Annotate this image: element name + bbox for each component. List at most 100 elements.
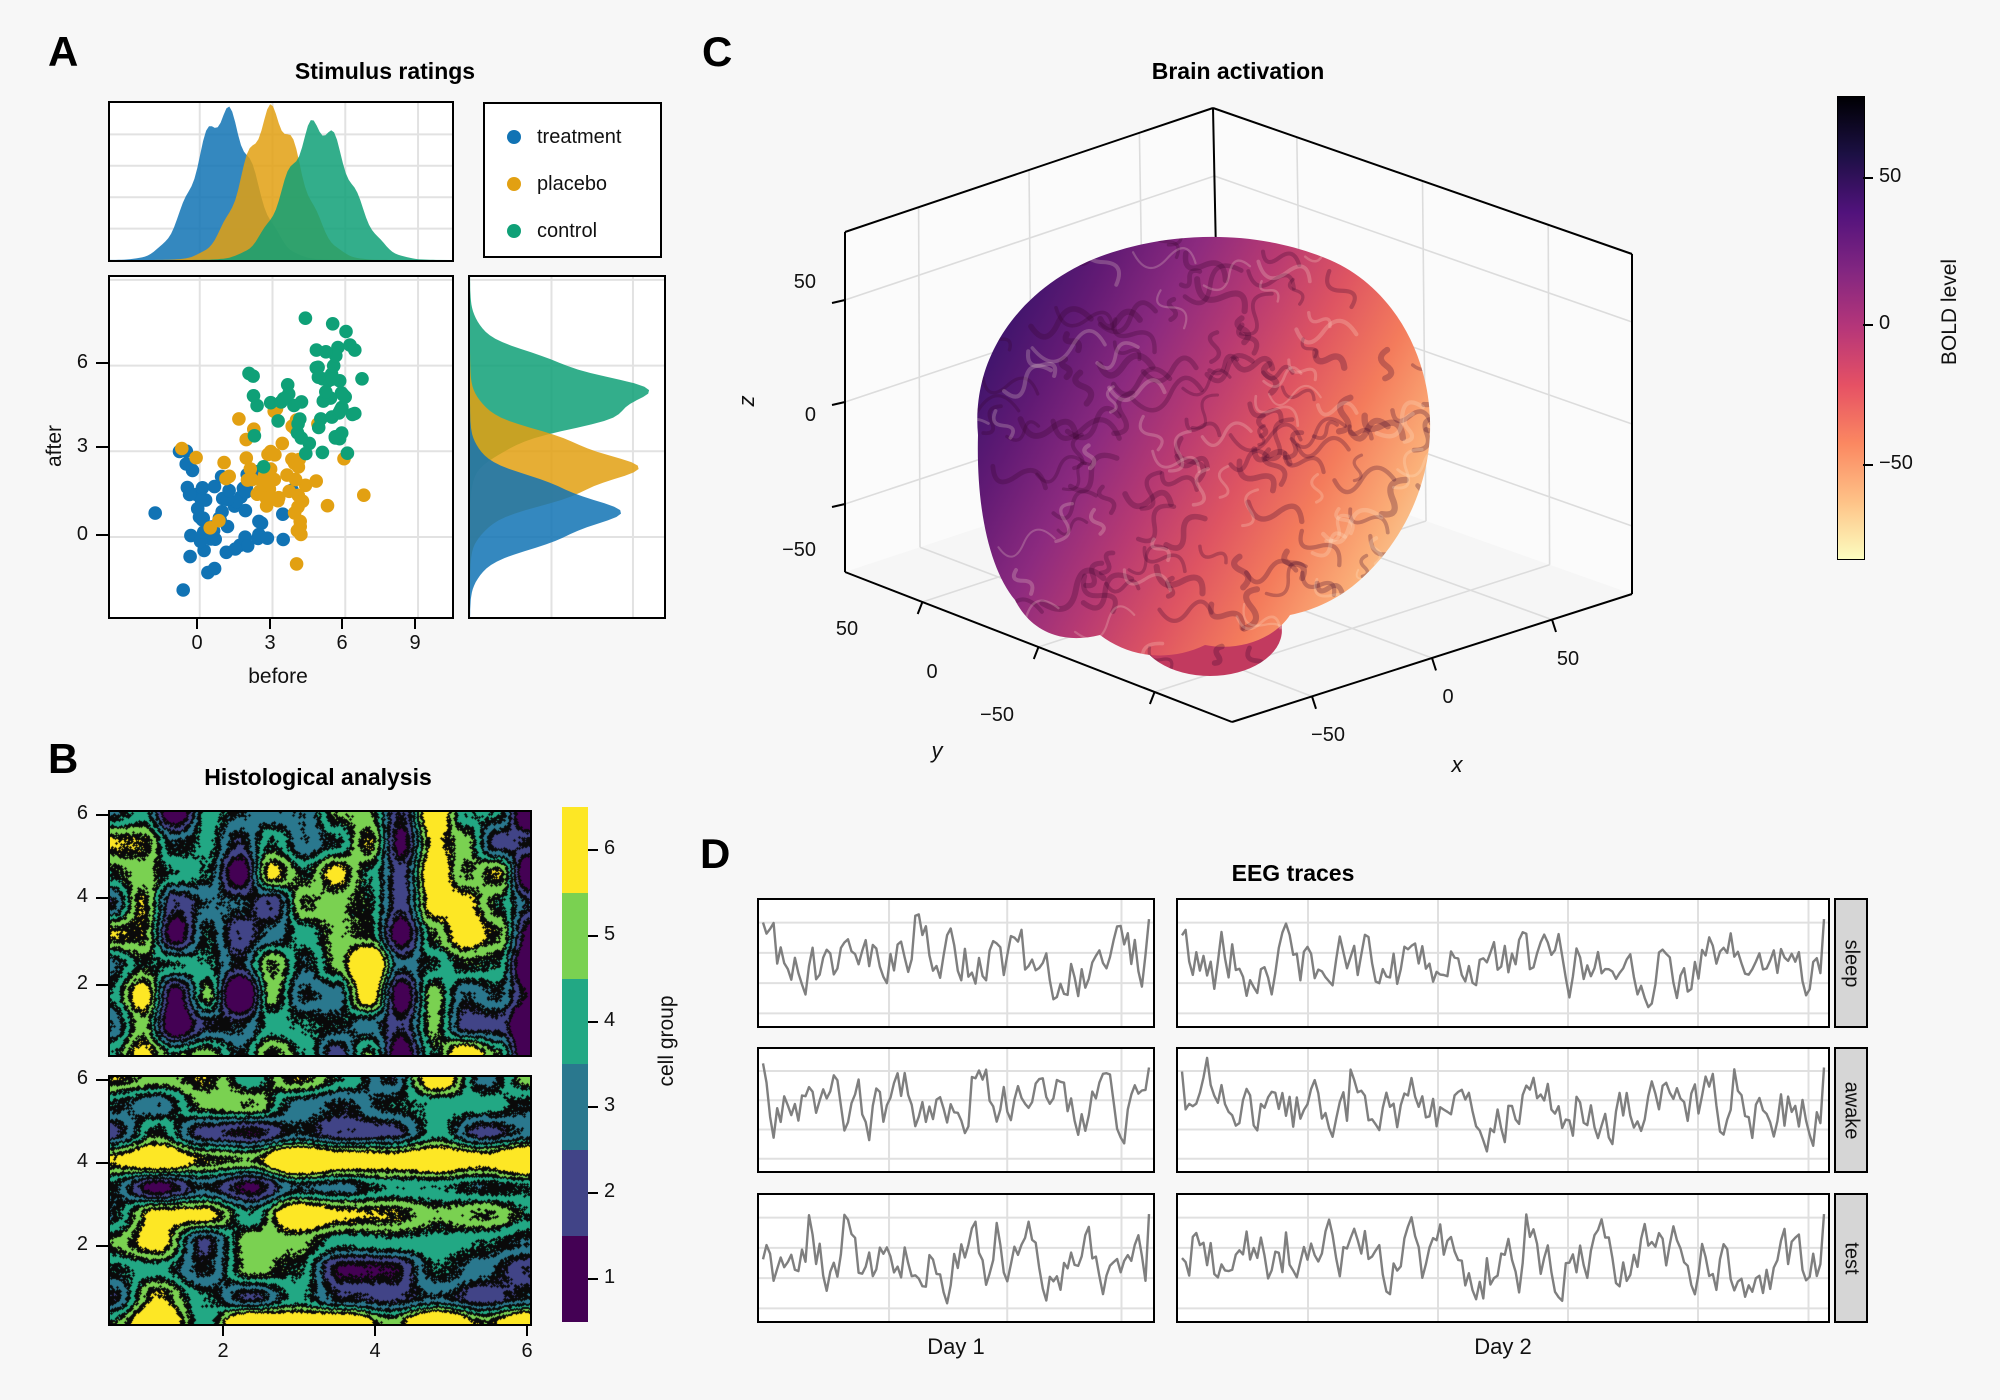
b-y-tick-label: 2 bbox=[76, 972, 88, 994]
top-density-plot bbox=[108, 101, 454, 262]
b-colorbar-tick-label: 6 bbox=[604, 836, 616, 859]
b-y-tick bbox=[96, 984, 108, 986]
strip-label: sleep bbox=[1840, 939, 1863, 987]
b-colorbar-tick bbox=[588, 1020, 598, 1023]
facet-strip-test: test bbox=[1834, 1193, 1868, 1323]
cell-group-colorbar bbox=[562, 807, 588, 1322]
panel-a-label: A bbox=[48, 28, 79, 75]
legend-item-treatment[interactable]: treatment bbox=[485, 122, 621, 152]
d-col-label-day1: Day 1 bbox=[927, 1334, 985, 1359]
c-z-axis-label: z bbox=[734, 395, 759, 407]
legend-swatch-control bbox=[507, 224, 521, 238]
strip-label: awake bbox=[1840, 1081, 1863, 1139]
c-colorbar-tick-label: 50 bbox=[1879, 165, 1902, 187]
b-x-tick bbox=[222, 1324, 224, 1336]
b-colorbar-tick-label: 1 bbox=[604, 1266, 616, 1289]
legend-label: treatment bbox=[537, 125, 622, 148]
b-colorbar-tick-label: 4 bbox=[604, 1008, 616, 1031]
c-z-tick-label: −50 bbox=[782, 539, 816, 561]
b-y-tick bbox=[96, 814, 108, 816]
a-x-tick-label: 3 bbox=[264, 632, 276, 654]
a-y-tick bbox=[96, 446, 108, 448]
colorbar-block-level-2 bbox=[562, 1150, 588, 1237]
b-colorbar-tick bbox=[588, 1278, 598, 1281]
b-colorbar-tick bbox=[588, 1192, 598, 1195]
right-density-svg bbox=[470, 277, 664, 617]
panel-c-title: Brain activation bbox=[1151, 58, 1325, 84]
b-colorbar-tick bbox=[588, 934, 598, 937]
brain-sulci-texture bbox=[977, 236, 1431, 676]
contour-plot-bottom bbox=[108, 1075, 532, 1326]
cell-group-colorbar-label: cell group bbox=[655, 995, 678, 1087]
legend-item-control[interactable]: control bbox=[485, 216, 597, 246]
bold-colorbar bbox=[1837, 96, 1865, 560]
b-y-tick-label: 4 bbox=[76, 1150, 88, 1172]
a-x-tick-label: 0 bbox=[191, 632, 203, 654]
a-y-tick bbox=[96, 362, 108, 364]
facet-strip-sleep: sleep bbox=[1834, 898, 1868, 1028]
a-x-tick bbox=[414, 617, 416, 629]
right-density-plot bbox=[468, 275, 666, 619]
b-x-tick-label: 2 bbox=[217, 1340, 229, 1362]
eeg-facet-sleep-day2 bbox=[1176, 898, 1830, 1028]
legend-label: control bbox=[537, 219, 598, 242]
c-x-tick-label: 50 bbox=[1556, 648, 1580, 670]
eeg-facet-awake-day1 bbox=[757, 1047, 1155, 1173]
b-y-tick-label: 6 bbox=[76, 1067, 88, 1089]
b-colorbar-tick bbox=[588, 1106, 598, 1109]
b-y-tick-label: 4 bbox=[76, 885, 88, 907]
a-x-tick-label: 9 bbox=[409, 632, 421, 654]
c-x-tick-label: 0 bbox=[1442, 686, 1454, 708]
b-x-tick bbox=[374, 1324, 376, 1336]
scatter-svg bbox=[110, 277, 452, 617]
panel-c-label: C bbox=[702, 28, 733, 75]
a-x-tick bbox=[269, 617, 271, 629]
a-y-tick-label: 0 bbox=[76, 523, 88, 545]
eeg-facet-awake-day2 bbox=[1176, 1047, 1830, 1173]
a-x-axis-label: before bbox=[248, 665, 308, 688]
b-y-tick bbox=[96, 1245, 108, 1247]
bold-colorbar-label: BOLD level bbox=[1938, 258, 1961, 366]
contour-bottom-canvas bbox=[110, 1077, 530, 1324]
top-density-svg bbox=[110, 103, 452, 260]
eeg-facet-test-day2 bbox=[1176, 1193, 1830, 1323]
b-colorbar-tick-label: 3 bbox=[604, 1094, 616, 1117]
colorbar-block-level-1 bbox=[562, 1236, 588, 1322]
a-x-tick-label: 6 bbox=[336, 632, 348, 654]
b-x-tick-label: 6 bbox=[521, 1340, 533, 1362]
c-z-tick-label: 0 bbox=[804, 404, 816, 426]
c-x-tick-label: −50 bbox=[1311, 724, 1345, 746]
panel-b-label: B bbox=[48, 735, 79, 782]
c-y-tick-label: −50 bbox=[980, 704, 1014, 726]
legend-swatch-treatment bbox=[507, 130, 521, 144]
c-colorbar-tick bbox=[1863, 464, 1873, 466]
panel-b-title: Histological analysis bbox=[204, 764, 432, 790]
a-y-tick-label: 6 bbox=[76, 351, 88, 373]
panel-a-title: Stimulus ratings bbox=[294, 58, 476, 84]
panel-d-label: D bbox=[700, 830, 731, 877]
colorbar-block-level-5 bbox=[562, 892, 588, 979]
c-z-tick-label: 50 bbox=[793, 271, 816, 293]
b-colorbar-tick-label: 2 bbox=[604, 1180, 616, 1203]
c-y-tick-label: 0 bbox=[926, 661, 938, 683]
d-col-label-day2: Day 2 bbox=[1474, 1334, 1532, 1359]
c-y-axis-label: y bbox=[931, 738, 943, 763]
legend-label: placebo bbox=[537, 172, 608, 195]
b-y-tick bbox=[96, 897, 108, 899]
b-y-tick-label: 2 bbox=[76, 1233, 88, 1255]
colorbar-block-level-3 bbox=[562, 1064, 588, 1151]
b-y-tick bbox=[96, 1162, 108, 1164]
c-x-axis-label: x bbox=[1451, 752, 1463, 777]
legend-item-placebo[interactable]: placebo bbox=[485, 169, 607, 199]
colorbar-block-level-4 bbox=[562, 978, 588, 1065]
contour-top-canvas bbox=[110, 812, 530, 1055]
c-colorbar-tick bbox=[1863, 324, 1873, 326]
eeg-facet-test-day1 bbox=[757, 1193, 1155, 1323]
b-colorbar-tick-label: 5 bbox=[604, 922, 616, 945]
colorbar-block-level-6 bbox=[562, 807, 588, 893]
contour-plot-top bbox=[108, 810, 532, 1057]
panel-d-title: EEG traces bbox=[1231, 860, 1355, 886]
brain-3d-plot bbox=[831, 107, 1633, 723]
a-x-tick bbox=[341, 617, 343, 629]
